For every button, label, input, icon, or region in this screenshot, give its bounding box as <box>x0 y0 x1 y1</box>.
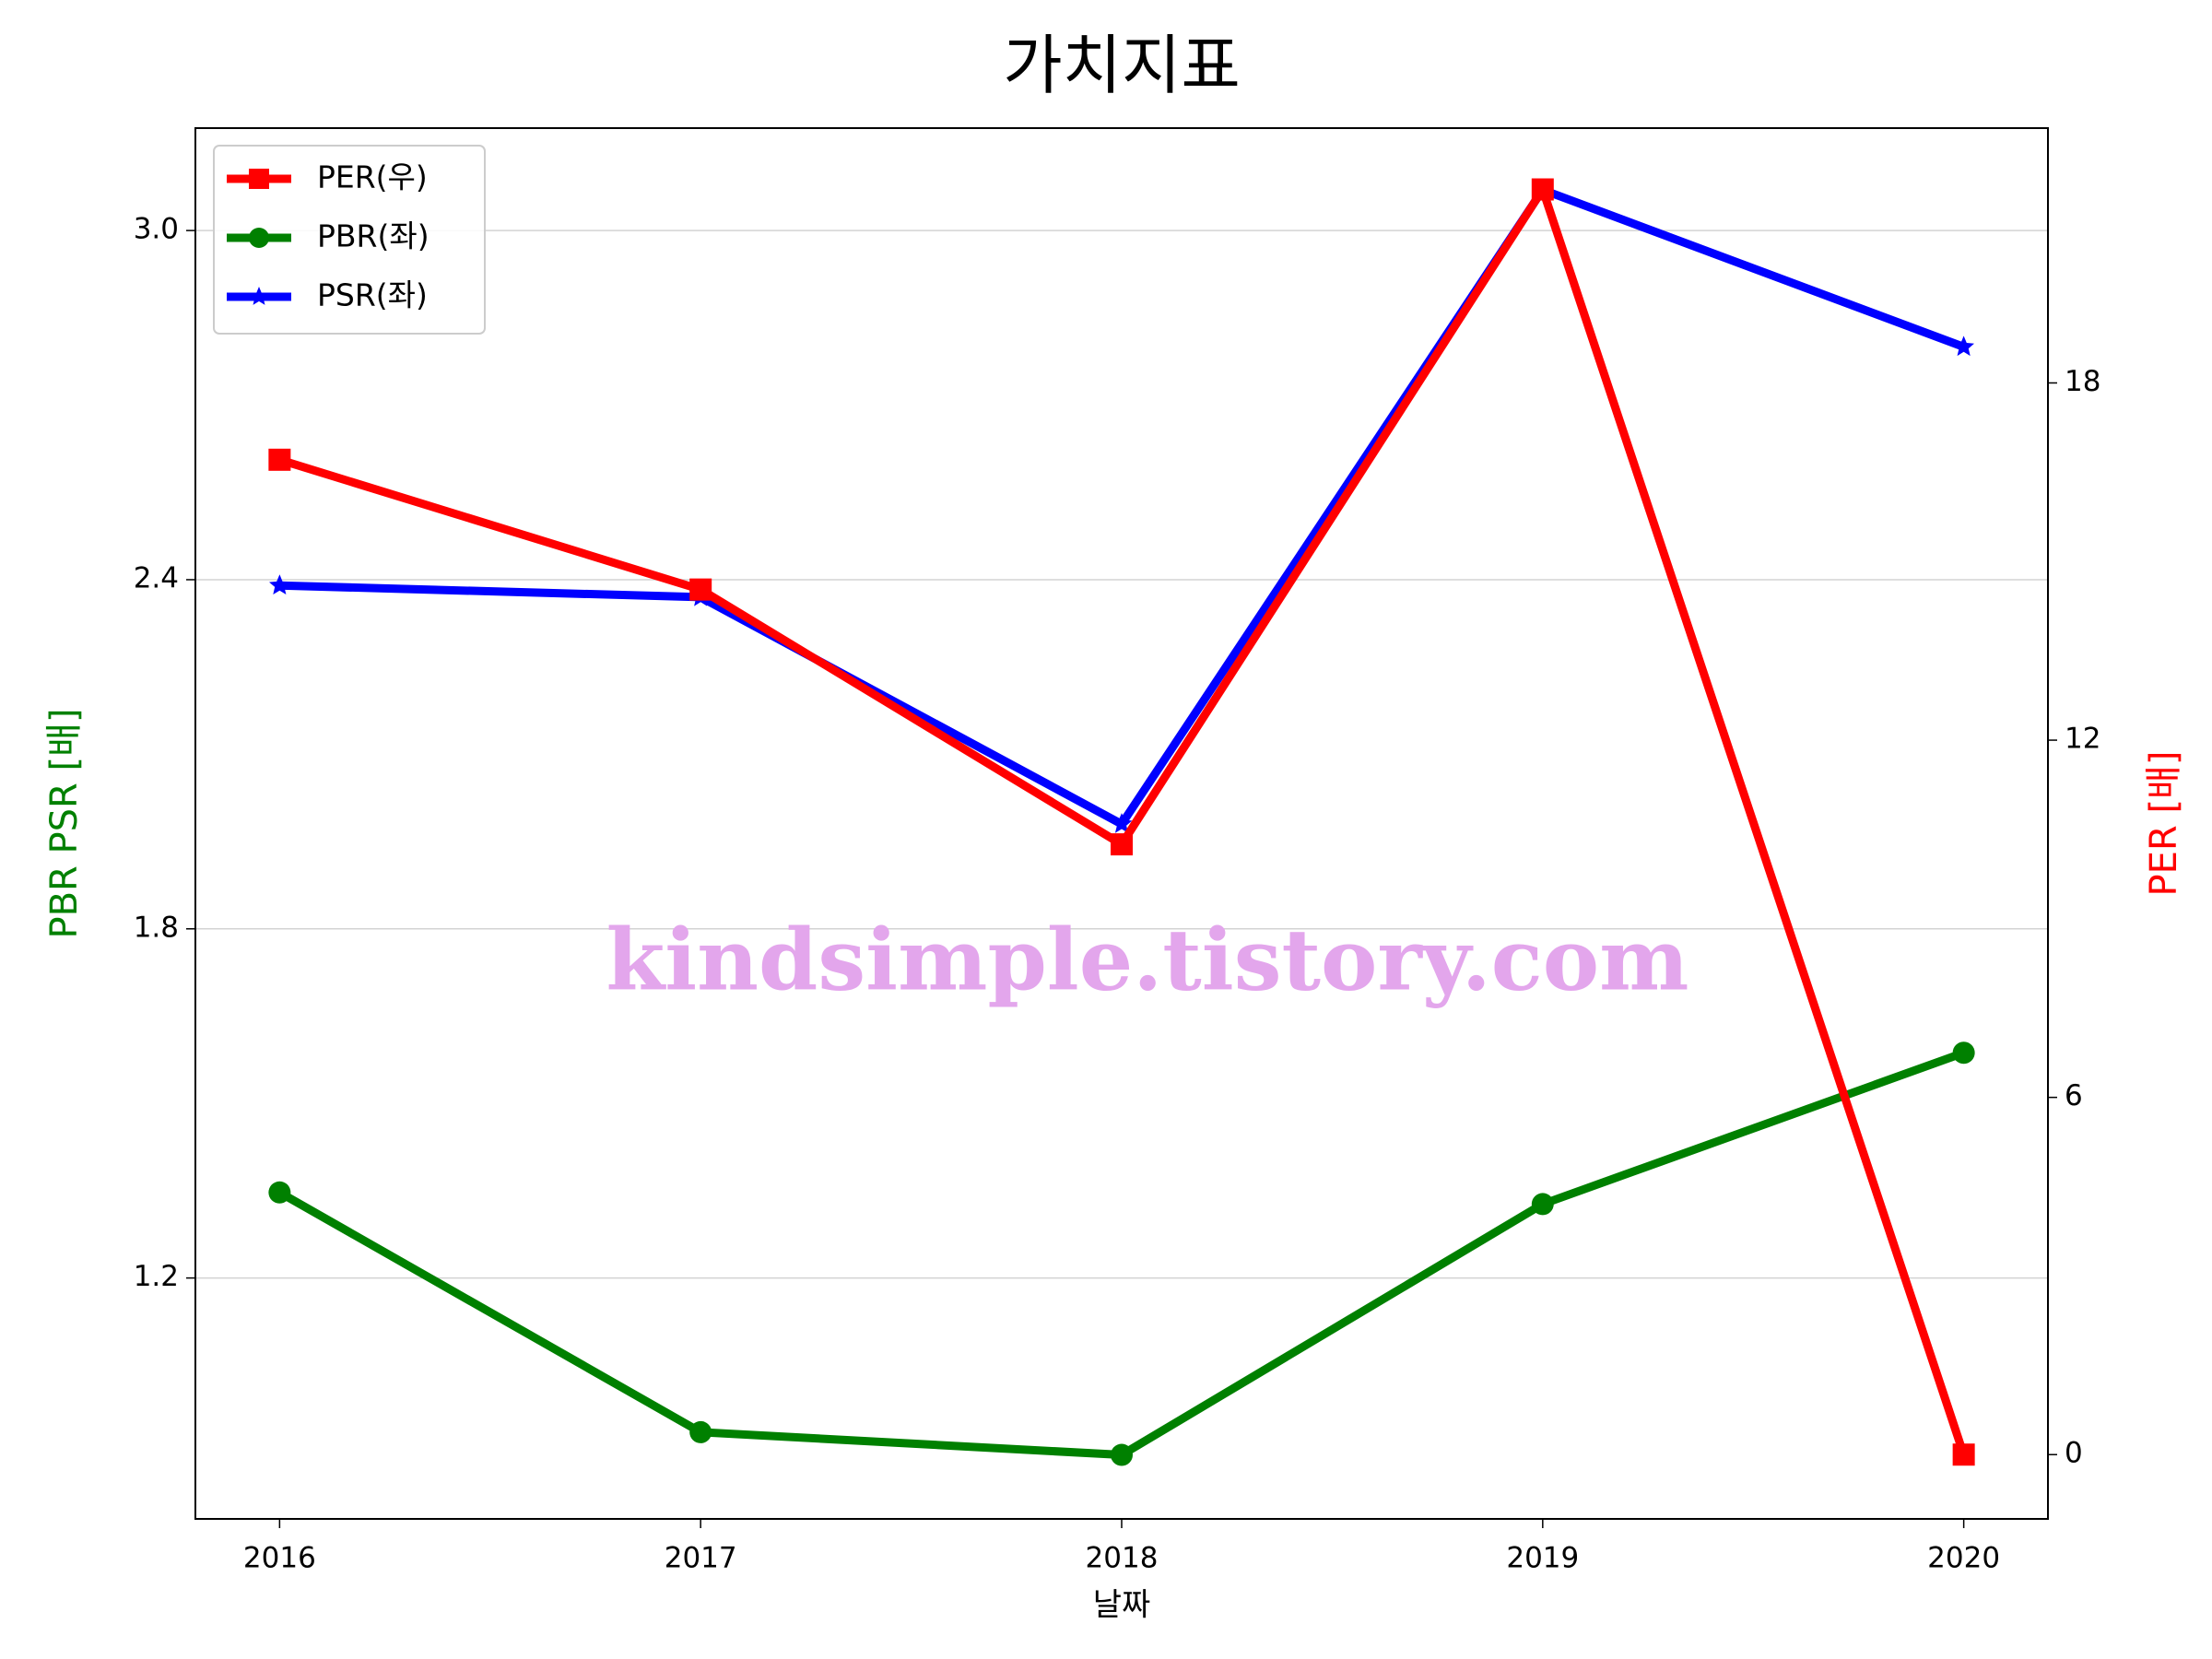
marker <box>1531 1193 1554 1216</box>
legend-marker <box>249 169 269 189</box>
marker <box>689 1420 712 1443</box>
x-tick-label: 2019 <box>1506 1542 1579 1575</box>
y2-tick-label: 18 <box>2065 365 2100 398</box>
y-tick-label: 1.2 <box>134 1260 179 1293</box>
y2-axis-label: PER [배] <box>2143 751 2185 897</box>
watermark: kindsimple.tistory.com <box>606 911 1688 1010</box>
y-tick-label: 3.0 <box>134 213 179 246</box>
legend-box <box>213 145 486 335</box>
y2-tick-label: 12 <box>2065 723 2100 756</box>
y-axis-label: PBR PSR [배] <box>43 708 86 938</box>
marker <box>1111 1443 1133 1466</box>
marker <box>1111 813 1133 833</box>
marker <box>1952 1443 1975 1466</box>
legend-marker <box>249 287 269 305</box>
marker <box>689 578 712 601</box>
marker <box>1531 178 1554 201</box>
y-tick-label: 2.4 <box>134 561 179 594</box>
x-tick-label: 2020 <box>1927 1542 2000 1575</box>
marker <box>269 574 290 594</box>
legend-label: PSR(좌) <box>317 277 428 313</box>
x-axis-label: 날짜 <box>1093 1587 1151 1624</box>
legend-label: PBR(좌) <box>317 218 429 254</box>
plot-frame <box>194 127 2049 1520</box>
marker <box>268 448 291 471</box>
marker <box>1111 833 1133 856</box>
chart-title: 가치지표 <box>1003 28 1241 103</box>
marker <box>1953 335 1974 357</box>
x-tick-label: 2016 <box>243 1542 316 1575</box>
marker <box>1952 1041 1975 1065</box>
y-tick-label: 1.8 <box>134 911 179 944</box>
y2-tick-label: 0 <box>2065 1437 2083 1470</box>
legend-label: PER(우) <box>317 159 428 195</box>
x-tick-label: 2017 <box>665 1542 737 1575</box>
x-tick-label: 2018 <box>1086 1542 1159 1575</box>
y2-tick-label: 6 <box>2065 1079 2083 1112</box>
legend-marker <box>249 228 269 248</box>
marker <box>268 1181 291 1204</box>
